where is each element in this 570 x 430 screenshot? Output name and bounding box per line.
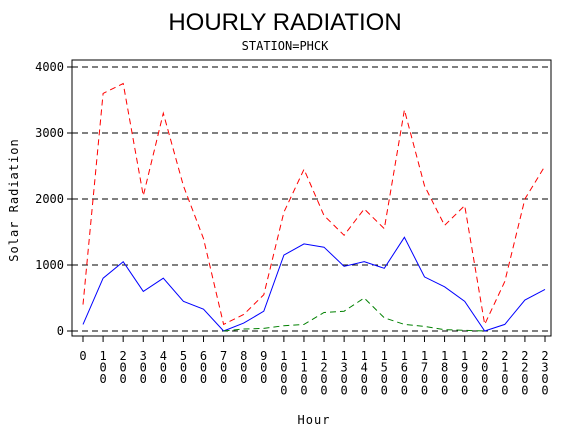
y-tick-label: 4000 (35, 60, 64, 74)
series-line (82, 82, 546, 327)
series-line (223, 297, 485, 332)
y-tick-label: 1000 (35, 258, 64, 272)
x-tick-label: 0 (79, 349, 86, 363)
y-tick-label: 2000 (35, 192, 64, 206)
x-axis-ticks: 0 1 0 0 2 0 0 3 0 0 4 0 0 5 0 0 6 0 0 7 0 0 8 0 0 9 0 0 1 0 0 0 1 1 0 0 1 2 0 0… (79, 336, 549, 398)
y-axis-label: Solar Radiation (7, 138, 21, 261)
y-tick-label: 0 (57, 324, 64, 338)
plot-frame (71, 59, 552, 337)
y-axis-ticks: 0 1000 2000 3000 4000 (35, 60, 72, 338)
x-axis-label: Hour (298, 413, 331, 427)
axes (71, 59, 552, 337)
chart-subtitle: STATION=PHCK (242, 39, 329, 53)
series-lines (82, 82, 546, 332)
series-line (82, 236, 546, 332)
chart-title: HOURLY RADIATION (168, 9, 401, 36)
y-tick-label: 3000 (35, 126, 64, 140)
